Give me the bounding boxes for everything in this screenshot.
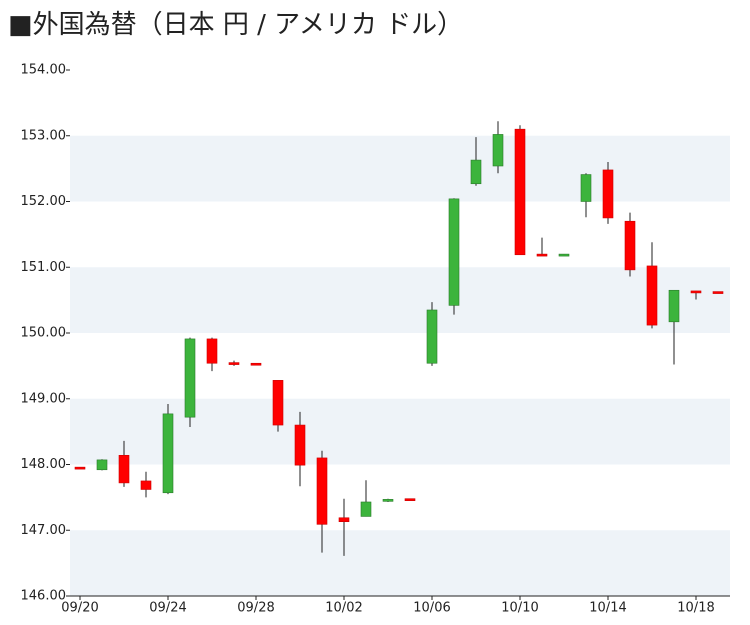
candle-body [272, 380, 284, 426]
grid-band [70, 135, 730, 202]
y-tick-label: 153.00 [21, 128, 67, 143]
candle-body [96, 459, 108, 471]
candle-body [162, 413, 174, 494]
candle-body [602, 169, 614, 219]
candle-body [404, 498, 416, 501]
x-tick-label: 10/06 [413, 601, 450, 616]
x-tick-label: 09/20 [61, 601, 98, 616]
candle-body [74, 466, 86, 470]
x-tick-label: 10/18 [677, 601, 714, 616]
candle-body [646, 265, 658, 326]
candle-body [140, 480, 152, 490]
candle-body [514, 128, 526, 256]
candle-body [294, 424, 306, 466]
y-tick-label: 154.00 [21, 63, 67, 78]
candle-body [338, 517, 350, 523]
candle-body [250, 362, 262, 366]
candle-body [624, 220, 636, 271]
x-tick-label: 10/14 [589, 601, 626, 616]
grid-band [70, 267, 730, 333]
candle-body [558, 253, 570, 257]
x-tick-label: 10/02 [325, 601, 362, 616]
candle-body [360, 501, 372, 517]
y-tick-label: 152.00 [21, 194, 67, 209]
candle-body [448, 198, 460, 306]
candle-body [228, 362, 240, 365]
x-tick-label: 09/28 [237, 601, 274, 616]
candle-body [382, 499, 394, 502]
chart-title: ■外国為替（日本 円 / アメリカ ドル） [8, 10, 463, 40]
candle-body [536, 253, 548, 257]
candle-body [668, 289, 680, 323]
candle-body [206, 338, 218, 364]
candle-body [690, 290, 702, 294]
grid-band [70, 530, 730, 596]
y-tick-label: 147.00 [21, 523, 67, 538]
grid-band [70, 398, 730, 465]
x-tick-label: 09/24 [149, 601, 186, 616]
candle-body [184, 338, 196, 418]
candle-body [426, 309, 438, 364]
y-tick-label: 146.00 [21, 589, 67, 604]
candle-body [118, 454, 130, 484]
x-tick-label: 10/10 [501, 601, 538, 616]
y-tick-label: 148.00 [21, 457, 67, 472]
y-tick-label: 151.00 [21, 260, 67, 275]
candle-body [580, 174, 592, 202]
y-tick-label: 149.00 [21, 391, 67, 406]
candle-body [316, 457, 328, 525]
candle-body [492, 134, 504, 167]
y-tick-label: 150.00 [21, 326, 67, 341]
candle-body [712, 291, 724, 294]
candle-body [470, 159, 482, 185]
